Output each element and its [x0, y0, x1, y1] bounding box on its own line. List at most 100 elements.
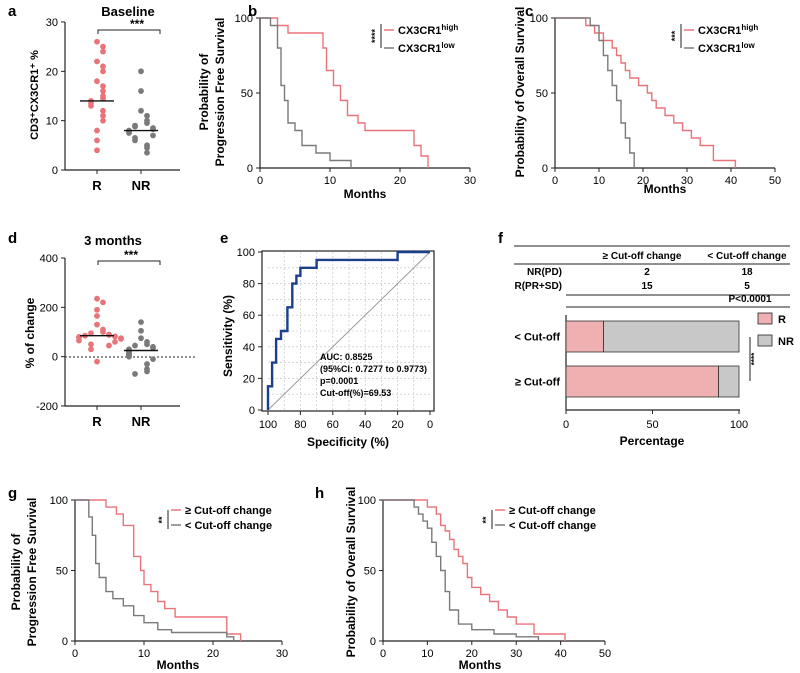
y-tick-label: 30	[46, 17, 58, 29]
panel-g-curves	[75, 499, 242, 641]
y-tick-label: -200	[36, 401, 58, 413]
panel-c-letter: c	[525, 3, 533, 20]
panel-d-letter: d	[8, 230, 17, 247]
data-dot	[138, 335, 144, 342]
data-dot	[94, 321, 100, 328]
x-tick-label: 20	[391, 419, 403, 431]
panel-b-legend: **** CX3CR1high CX3CR1low	[370, 23, 458, 55]
panel-b-curves	[260, 17, 429, 168]
y-tick-label: 0	[370, 636, 376, 648]
x-category-label: NR	[132, 178, 151, 193]
panel-c-legend: *** CX3CR1high CX3CR1low	[670, 23, 758, 55]
panel-d-significance: ***	[124, 248, 138, 262]
data-dot	[100, 95, 106, 102]
legend-swatch-r	[757, 312, 773, 325]
data-dot	[138, 327, 144, 334]
panel-c-legend-low: CX3CR1low	[698, 41, 756, 55]
panel-g-legend-ge: ≥ Cut-off change	[185, 505, 272, 517]
x-tick-label: 50	[646, 419, 658, 431]
panel-h-legend-ge: ≥ Cut-off change	[509, 505, 596, 517]
panel-a-y-ticks: 0 10 20 30	[46, 17, 65, 177]
y-tick-label: 0	[52, 165, 58, 177]
panel-h-x-ticks: 0 10 20 30 40 50	[380, 641, 611, 660]
data-dot	[144, 361, 150, 367]
panel-d-ylabel: % of change	[23, 297, 37, 368]
data-dot	[106, 332, 112, 338]
data-dot	[100, 83, 106, 90]
panel-f-y-categories: < Cut-off ≥ Cut-off	[514, 332, 560, 389]
panel-h-y-ticks: 0 50 100	[358, 495, 383, 648]
panel-e-plot-frame	[261, 250, 435, 412]
data-dot	[100, 63, 106, 70]
x-tick-label: 0	[72, 648, 78, 660]
x-tick-label: 0	[380, 648, 386, 660]
panel-e-curves	[266, 250, 431, 411]
panel-e-pvalue: p=0.0001	[320, 376, 358, 386]
x-tick-label: 20	[466, 648, 478, 660]
data-dot	[138, 107, 144, 114]
panel-b: b Probability of Progression Free Surviv…	[197, 3, 476, 201]
survival-curve-1	[383, 499, 540, 641]
data-dot	[76, 337, 82, 344]
x-tick-label: 30	[464, 175, 476, 187]
panel-d-y-ticks: -200 0 200 400	[36, 253, 65, 413]
survival-curve-1	[555, 17, 635, 168]
x-tick-label: 10	[138, 648, 150, 660]
panel-g-ylabel-line2: Progression Free Survival	[25, 498, 39, 647]
table-header-ge-cutoff: ≥ Cut-off change	[603, 251, 682, 262]
data-dot	[144, 149, 150, 156]
data-dot	[112, 333, 118, 340]
x-tick-label: 10	[593, 175, 605, 187]
data-dot	[138, 68, 144, 75]
data-dot	[100, 117, 106, 124]
data-dot	[150, 356, 156, 363]
survival-curve-0	[260, 17, 429, 168]
panel-e-y-ticks: 0 20 40 60 80 100	[237, 247, 262, 417]
y-tick-label: 40	[243, 342, 255, 354]
panel-d-x-categories: R NR	[92, 406, 151, 429]
data-dot	[94, 147, 100, 154]
panel-e-annotations: AUC: 0.8525 (95%CI: 0.7277 to 0.9773) p=…	[320, 352, 427, 398]
panel-a-ylabel: CD3⁺CX3CR1⁺ %	[29, 50, 41, 140]
reference-diagonal	[267, 251, 431, 411]
panel-g-xlabel: Months	[157, 658, 200, 672]
panel-a-significance: ***	[130, 17, 144, 31]
y-tick-label: 200	[40, 302, 58, 314]
y-tick-label: 100	[50, 495, 68, 507]
panel-a-x-categories: R NR	[92, 170, 151, 193]
panel-h-xlabel: Months	[459, 658, 502, 672]
data-dot	[94, 58, 100, 65]
survival-curve-0	[555, 17, 737, 168]
table-row-label: NR(PD)	[527, 267, 562, 278]
data-dot	[138, 88, 144, 94]
panel-b-y-ticks: 0 50 100	[235, 13, 260, 175]
panel-h-legend-lt: < Cut-off change	[509, 520, 596, 532]
panel-h-legend: ** ≥ Cut-off change < Cut-off change	[481, 505, 596, 532]
y-tick-label: 400	[40, 253, 58, 265]
panel-c-significance: ***	[670, 30, 680, 41]
data-dot	[94, 78, 100, 85]
table-cell: 5	[744, 281, 750, 292]
panel-c-ylabel: Probability of Overall Survival	[513, 7, 527, 178]
y-tick-label: 0	[52, 352, 58, 364]
x-tick-label: 40	[725, 175, 737, 187]
y-tick-label: 100	[358, 495, 376, 507]
legend-swatch-nr	[757, 334, 773, 347]
panel-a-letter: a	[8, 3, 17, 20]
data-dot	[132, 137, 138, 144]
data-dot	[100, 107, 106, 114]
x-tick-label: 50	[599, 648, 611, 660]
data-dot	[106, 342, 112, 349]
table-pvalue: P<0.0001	[728, 294, 772, 305]
panel-f-bars	[565, 320, 740, 398]
panel-h-significance: **	[481, 516, 491, 524]
bar-segment-nr	[603, 320, 740, 353]
panel-g-ylabel-line1: Probability of	[9, 533, 23, 611]
x-category-label: R	[92, 178, 102, 193]
x-tick-label: 40	[359, 419, 371, 431]
panel-d-sig-bracket	[97, 260, 161, 265]
survival-curve-1	[75, 499, 235, 641]
y-tick-label: 50	[536, 88, 548, 100]
roc-curve	[266, 250, 430, 410]
